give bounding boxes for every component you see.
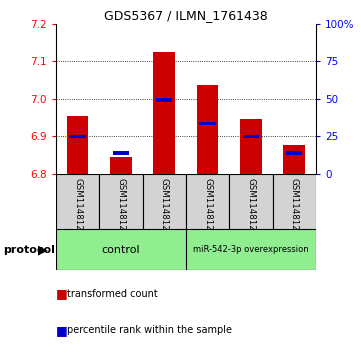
Text: ■: ■ xyxy=(56,324,68,337)
Bar xyxy=(99,174,143,229)
Bar xyxy=(273,174,316,229)
Bar xyxy=(113,151,129,155)
Text: GSM1148122: GSM1148122 xyxy=(203,178,212,237)
Text: GSM1148126: GSM1148126 xyxy=(290,178,299,237)
Text: control: control xyxy=(102,245,140,254)
Bar xyxy=(143,174,186,229)
Bar xyxy=(229,174,273,229)
Text: transformed count: transformed count xyxy=(67,289,157,299)
Text: protocol: protocol xyxy=(4,245,56,254)
Text: GSM1148121: GSM1148121 xyxy=(73,178,82,237)
Bar xyxy=(69,135,86,138)
Bar xyxy=(286,151,302,155)
Text: GSM1148125: GSM1148125 xyxy=(160,178,169,237)
Text: percentile rank within the sample: percentile rank within the sample xyxy=(67,325,232,335)
Bar xyxy=(153,52,175,174)
Text: GSM1148124: GSM1148124 xyxy=(247,178,255,237)
Bar xyxy=(283,146,305,174)
Text: ■: ■ xyxy=(56,287,68,301)
Text: GSM1148123: GSM1148123 xyxy=(117,178,125,237)
Bar xyxy=(110,157,132,174)
Bar xyxy=(186,174,229,229)
Bar xyxy=(67,116,88,174)
Bar xyxy=(199,122,216,126)
Bar xyxy=(243,135,259,138)
Bar xyxy=(56,174,99,229)
Text: ▶: ▶ xyxy=(38,243,48,256)
Bar xyxy=(156,98,173,102)
Bar xyxy=(240,119,262,174)
Bar xyxy=(197,85,218,174)
Title: GDS5367 / ILMN_1761438: GDS5367 / ILMN_1761438 xyxy=(104,9,268,23)
Text: miR-542-3p overexpression: miR-542-3p overexpression xyxy=(193,245,309,254)
